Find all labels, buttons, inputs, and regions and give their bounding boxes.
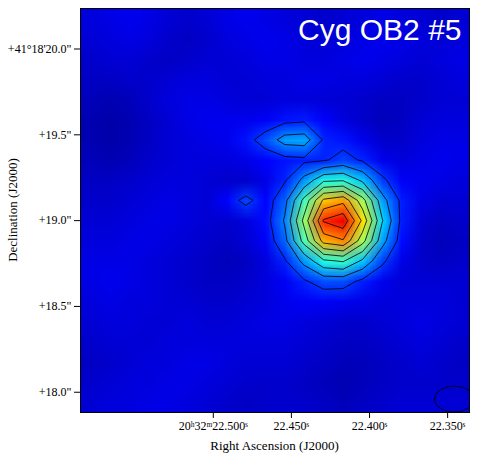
svg-text:+18.5": +18.5" bbox=[39, 299, 72, 313]
svg-text:22.450ˢ: 22.450ˢ bbox=[274, 419, 310, 433]
svg-text:+19.0": +19.0" bbox=[39, 213, 72, 227]
svg-text:+41°18'20.0": +41°18'20.0" bbox=[8, 42, 72, 56]
svg-text:22.400ˢ: 22.400ˢ bbox=[352, 419, 388, 433]
svg-text:Right Ascension (J2000): Right Ascension (J2000) bbox=[210, 438, 339, 453]
svg-text:22.350ˢ: 22.350ˢ bbox=[430, 419, 466, 433]
svg-text:Declination (J2000): Declination (J2000) bbox=[5, 158, 20, 262]
svg-text:20ʰ32ᵐ22.500ˢ: 20ʰ32ᵐ22.500ˢ bbox=[179, 419, 249, 433]
svg-text:Cyg OB2 #5: Cyg OB2 #5 bbox=[298, 13, 461, 46]
svg-text:+18.0": +18.0" bbox=[39, 385, 72, 399]
svg-text:+19.5": +19.5" bbox=[39, 128, 72, 142]
